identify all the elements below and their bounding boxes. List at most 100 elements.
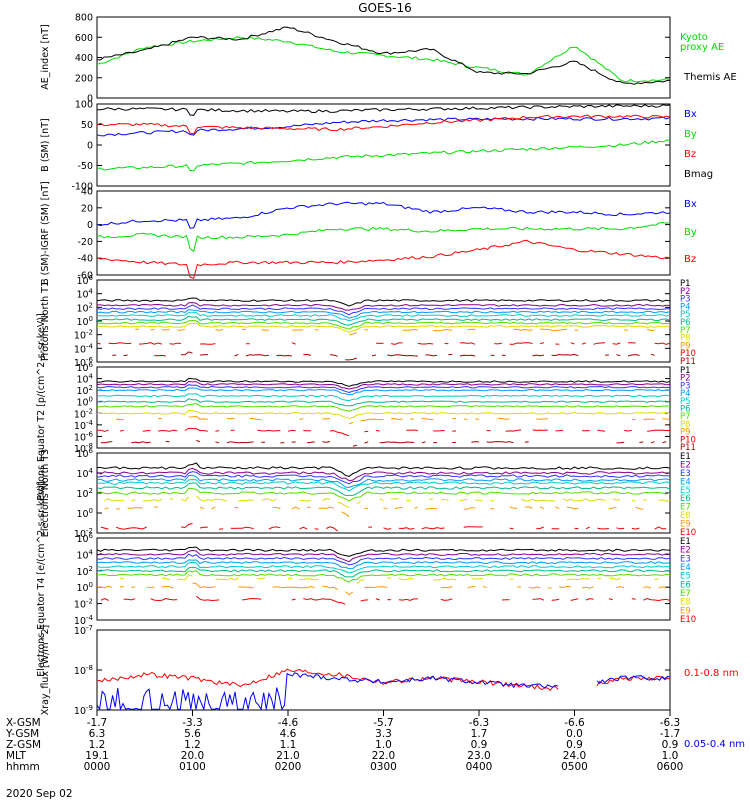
channel-line-10 <box>97 429 109 432</box>
legend-e5: E5 <box>680 486 691 496</box>
channel-line-10 <box>406 429 418 431</box>
legend-e7: E7 <box>680 503 691 513</box>
channel-line-10 <box>647 429 670 432</box>
channel-line-10 <box>291 342 296 345</box>
table-cell: -6.3 <box>469 717 490 729</box>
panels-group: 8006004002000100500-50-10040200-20-40-60… <box>36 13 745 751</box>
channel-line-10 <box>287 429 296 432</box>
row-label-z-gsm: Z-GSM <box>6 739 41 751</box>
legend-e6: E6 <box>680 580 691 590</box>
channel-line-8 <box>608 577 621 581</box>
legend-e10: E10 <box>680 528 696 538</box>
y-tick-label: -100 <box>71 182 93 193</box>
legend-p2: P2 <box>680 287 691 297</box>
panel-0: 800 600 400 200 0 <box>75 13 671 105</box>
series-line-by <box>96 139 671 172</box>
channel-line-9 <box>463 507 476 510</box>
channel-line-10 <box>195 595 220 602</box>
legend-p6: P6 <box>680 318 691 328</box>
channel-line-10 <box>616 527 625 530</box>
panel-1: 100 50 0 -50 -100 <box>71 100 671 193</box>
legend-p9: P9 <box>680 428 691 438</box>
channel-line-10 <box>303 598 346 605</box>
channel-line-9 <box>188 415 208 420</box>
row-label-x-gsm: X-GSM <box>6 717 41 729</box>
channel-line-11 <box>276 354 292 357</box>
channel-line-9 <box>394 506 403 509</box>
channel-line-10 <box>314 528 319 530</box>
y-axis-label-6: Electrons Equator T4 [e/(cm^2-s-sr-keV)] <box>36 481 47 676</box>
channel-line-9 <box>463 418 468 421</box>
legend-bmag: Bmag <box>684 169 713 180</box>
channel-line-9 <box>402 328 419 331</box>
channel-line-8 <box>356 579 365 584</box>
legend-e1: E1 <box>680 452 691 462</box>
channel-line-9 <box>116 508 120 510</box>
legend-e9: E9 <box>680 606 691 616</box>
channel-line-9 <box>391 418 403 421</box>
table-cell: 22.0 <box>372 750 395 762</box>
y-tick-label: 800 <box>75 13 93 24</box>
xray-line-blue <box>96 672 559 712</box>
channel-line-10 <box>299 526 308 530</box>
y-tick-label: 100 <box>76 396 93 409</box>
series-line-kyoto-proxy-ae <box>96 36 671 83</box>
y-tick-label: 10-9 <box>74 704 93 717</box>
y-tick-label: 106 <box>76 361 93 374</box>
legend-p11: P11 <box>680 357 696 367</box>
channel-line-1 <box>96 546 671 557</box>
channel-line-8 <box>337 501 350 509</box>
channel-line-10 <box>169 342 182 345</box>
channel-line-10 <box>390 342 403 345</box>
channel-line-9 <box>509 506 518 509</box>
channel-line-10 <box>119 429 124 432</box>
channel-line-5 <box>96 561 671 574</box>
channel-line-1 <box>96 377 671 387</box>
table-cell: 5.6 <box>184 728 201 740</box>
table-cell: 1.1 <box>280 739 297 751</box>
y-tick-label: 200 <box>75 73 93 84</box>
channel-line-10 <box>291 598 296 601</box>
y-tick-label: 106 <box>76 447 93 460</box>
channel-line-9 <box>360 418 384 422</box>
channel-line-9 <box>539 506 545 510</box>
y-tick-label: 106 <box>76 532 93 545</box>
channel-line-11 <box>100 441 113 444</box>
channel-line-10 <box>585 598 594 601</box>
channel-line-8 <box>131 499 136 502</box>
channel-line-11 <box>627 354 640 357</box>
channel-line-8 <box>299 499 311 502</box>
channel-line-10 <box>375 429 380 432</box>
channel-line-8 <box>161 577 170 581</box>
channel-line-10 <box>459 342 476 345</box>
y-axis-label-1: B (SM) [nT] <box>40 118 51 171</box>
channel-line-9 <box>646 328 655 332</box>
channel-line-9 <box>234 506 239 509</box>
series-line-bx <box>96 116 671 137</box>
channel-line-9 <box>211 506 216 510</box>
channel-line-10 <box>643 597 671 602</box>
table-cell: 19.1 <box>85 750 108 762</box>
y-tick-label: 100 <box>76 315 93 328</box>
legend-e5: E5 <box>680 572 691 582</box>
channel-line-10 <box>242 598 262 601</box>
y-tick-label: 10-2 <box>74 598 93 611</box>
panel-6: 106 104 102 100 10-2 10-4 E1E2E3E4E5E6E7E8E9E1… <box>74 532 696 627</box>
channel-line-10 <box>398 527 415 530</box>
channel-line-10 <box>142 430 151 432</box>
channel-line-10 <box>581 342 587 345</box>
table-cell: 1.7 <box>471 728 488 740</box>
channel-line-11 <box>486 441 514 444</box>
y-tick-label: 50 <box>81 120 93 131</box>
legend-e10: E10 <box>680 615 696 625</box>
channel-line-10 <box>115 526 147 530</box>
channel-line-10 <box>230 526 254 530</box>
y-axis-label-0: AE_index [nT] <box>40 24 51 90</box>
channel-line-10 <box>540 342 544 344</box>
channel-line-10 <box>200 343 216 345</box>
channel-line-8 <box>433 577 457 581</box>
y-tick-label: 10-7 <box>74 624 93 637</box>
legend-p1: P1 <box>680 366 691 376</box>
